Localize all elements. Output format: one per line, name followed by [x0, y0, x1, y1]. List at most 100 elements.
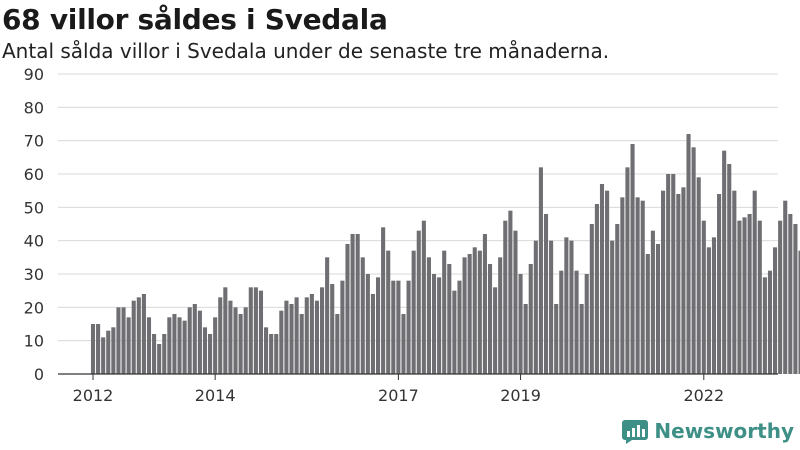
bar	[208, 334, 213, 374]
bar	[727, 164, 732, 374]
bar	[778, 220, 783, 374]
bar	[452, 290, 457, 374]
bar	[462, 257, 467, 374]
bar	[101, 337, 106, 374]
x-tick-label: 2012	[73, 386, 114, 405]
bar	[289, 304, 294, 374]
bar	[487, 264, 493, 374]
bar	[162, 334, 167, 374]
bar	[136, 297, 141, 374]
bar	[447, 264, 452, 374]
bar	[513, 230, 518, 374]
bar	[701, 220, 706, 374]
bar	[498, 257, 503, 374]
bar	[314, 300, 320, 374]
bar	[528, 264, 533, 374]
bar	[274, 334, 279, 374]
bar	[381, 227, 386, 374]
newsworthy-logo-icon	[622, 420, 649, 444]
bar	[630, 144, 635, 374]
bar	[635, 197, 640, 374]
bar	[431, 274, 437, 374]
bar	[594, 204, 599, 374]
bar	[523, 304, 528, 374]
bar	[172, 314, 177, 374]
bar	[732, 190, 737, 374]
bar	[798, 250, 800, 374]
bar	[197, 310, 202, 374]
bar	[686, 134, 691, 374]
bar	[141, 294, 146, 374]
bar	[299, 314, 304, 374]
bar	[116, 307, 121, 374]
bar	[472, 247, 477, 374]
bar	[742, 217, 747, 374]
newsworthy-brand: Newsworthy	[622, 418, 794, 444]
bar	[213, 317, 218, 374]
bar	[538, 167, 543, 374]
bar	[615, 224, 620, 374]
bar	[401, 314, 406, 374]
bar	[279, 310, 284, 374]
y-tick-label: 10	[24, 332, 44, 351]
y-tick-label: 20	[24, 298, 44, 317]
bar	[350, 234, 355, 374]
bar	[131, 300, 136, 374]
bar	[706, 247, 711, 374]
bar	[182, 320, 187, 374]
bar	[676, 194, 681, 374]
bar	[722, 150, 727, 374]
bar	[645, 254, 650, 374]
bar	[126, 317, 131, 374]
bar	[202, 327, 208, 374]
bar	[187, 307, 192, 374]
bar	[747, 214, 752, 374]
bar	[691, 147, 696, 374]
bar	[610, 240, 615, 374]
bar	[543, 214, 549, 374]
bar	[666, 174, 671, 374]
bar	[253, 287, 258, 374]
x-tick-label: 2017	[378, 386, 419, 405]
bar	[783, 200, 788, 374]
bar	[238, 314, 243, 374]
bar	[269, 334, 274, 374]
bar	[421, 220, 426, 374]
bar	[396, 280, 401, 374]
bar	[360, 257, 365, 374]
bar	[340, 280, 345, 374]
bar	[106, 330, 111, 374]
bar	[370, 294, 375, 374]
bar	[762, 277, 767, 374]
bar	[320, 287, 325, 374]
bar	[304, 297, 309, 374]
bar	[503, 220, 508, 374]
x-tick-label: 2019	[500, 386, 541, 405]
bar	[549, 240, 554, 374]
bar	[757, 220, 762, 374]
x-axis-ticks: 201220142017201920222024	[73, 374, 724, 405]
bar	[294, 297, 299, 374]
y-tick-label: 60	[24, 165, 44, 184]
bar	[157, 344, 162, 374]
bar	[625, 167, 630, 374]
bar	[467, 254, 472, 374]
bar	[426, 257, 431, 374]
bar	[345, 244, 350, 374]
bar	[411, 250, 416, 374]
bar	[717, 194, 722, 374]
chart-title: 68 villor såldes i Svedala	[2, 3, 388, 36]
y-axis-ticks: 0 10 20 30 40 50 60 70 80 90	[24, 65, 44, 384]
bar	[655, 244, 661, 374]
bar	[243, 307, 248, 374]
bar	[258, 290, 264, 374]
bar	[605, 190, 610, 374]
bar	[554, 304, 559, 374]
bar	[493, 287, 498, 374]
bar	[167, 317, 172, 374]
bar	[406, 280, 411, 374]
x-tick-label: 2014	[195, 386, 236, 405]
y-tick-label: 80	[24, 98, 44, 117]
bar	[223, 287, 228, 374]
